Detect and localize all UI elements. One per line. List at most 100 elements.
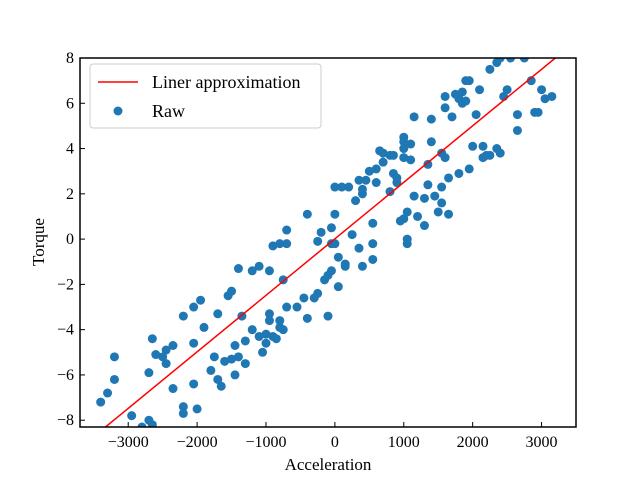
raw-data-point [233,264,243,274]
raw-data-point [409,191,419,201]
raw-data-point [264,309,274,319]
raw-data-point [109,374,119,384]
raw-data-point [258,347,268,357]
raw-data-point [209,352,219,362]
raw-data-point [282,302,292,312]
raw-data-point [354,243,364,253]
raw-data-point [447,112,457,122]
raw-data-point [464,76,474,86]
x-axis-label: Acceleration [285,455,372,474]
raw-data-point [388,150,398,160]
axes-frame [79,57,577,428]
raw-data-point [406,139,416,149]
raw-data-point [540,94,550,104]
raw-data-point [430,191,440,201]
raw-data-point [368,254,378,264]
raw-data-point [519,58,529,63]
raw-data-point [399,137,409,147]
raw-data-point [440,103,450,113]
raw-data-point [178,402,188,412]
raw-data-point [413,211,423,221]
raw-data-point [168,341,178,351]
axis-ticks: −3000 −2000 −1000 0 1000 2000 3000 −8 −6 −4 −2 0 2 4 6… [57,50,558,451]
raw-data-point [330,182,340,192]
raw-data-point [392,178,402,188]
y-tick-label: −6 [57,367,74,384]
legend-scatter-swatch [113,106,123,116]
raw-data-point [240,359,250,369]
raw-data-point [478,141,488,151]
raw-data-point [368,218,378,228]
raw-data-point [402,207,412,217]
raw-data-point [189,302,199,312]
raw-data-point [399,153,409,163]
legend: Liner approximation Raw [89,63,322,129]
legend-box [89,63,322,129]
raw-data-point [371,178,381,188]
raw-data-point [333,282,343,292]
x-tick-label: −2000 [177,434,218,451]
raw-data-point [230,370,240,380]
raw-data-point [168,384,178,394]
raw-data-point [464,164,474,174]
raw-data-point [275,316,285,326]
y-tick-label: 0 [66,231,74,248]
raw-data-point [533,107,543,117]
raw-data-point [278,325,288,335]
x-tick-label: −1000 [245,434,286,451]
raw-data-point [485,150,495,160]
raw-data-point [178,408,188,418]
raw-data-point [213,374,223,384]
raw-data-point [264,266,274,276]
raw-data-point [364,166,374,176]
y-tick-label: −2 [57,276,74,293]
raw-data-point [437,198,447,208]
raw-data-point [206,365,216,375]
legend-label-line: Liner approximation [152,72,300,92]
raw-data-point [299,293,309,303]
y-tick-label: 4 [66,141,74,158]
y-tick-label: −8 [57,412,74,429]
raw-data-point [444,209,454,219]
raw-data-point [323,311,333,321]
raw-data-point [313,288,323,298]
raw-data-point [378,148,388,158]
raw-data-point [461,96,471,106]
raw-data-point [227,286,237,296]
raw-data-point [282,239,292,249]
raw-data-point [471,110,481,120]
raw-data-point [268,241,278,251]
x-tick-label: −3000 [108,434,149,451]
raw-data-point [151,350,161,360]
raw-data-point [161,345,171,355]
raw-data-point [347,230,357,240]
raw-data-point [371,164,381,174]
raw-data-point [344,182,354,192]
raw-data-point [302,313,312,323]
raw-data-point [440,153,450,163]
raw-data-point [485,64,495,74]
raw-data-point [330,209,340,219]
raw-data-point [340,261,350,271]
raw-data-point [316,227,326,237]
plot-marks [96,58,557,427]
raw-data-point [247,325,257,335]
raw-data-point [103,388,113,398]
raw-data-point [192,404,202,414]
raw-data-point [378,157,388,167]
raw-data-point [437,182,447,192]
raw-data-point [419,221,429,231]
raw-data-point [199,322,209,332]
raw-data-point [502,85,512,95]
raw-data-point [399,144,409,154]
raw-data-point [457,87,467,97]
x-tick-label: 3000 [526,434,558,451]
raw-data-point [254,331,264,341]
raw-data-point [275,239,285,249]
raw-data-point [351,196,361,206]
raw-data-point [512,125,522,135]
raw-data-point [313,236,323,246]
y-tick-label: −4 [57,322,74,339]
raw-data-point [440,91,450,101]
raw-data-point [433,207,443,217]
